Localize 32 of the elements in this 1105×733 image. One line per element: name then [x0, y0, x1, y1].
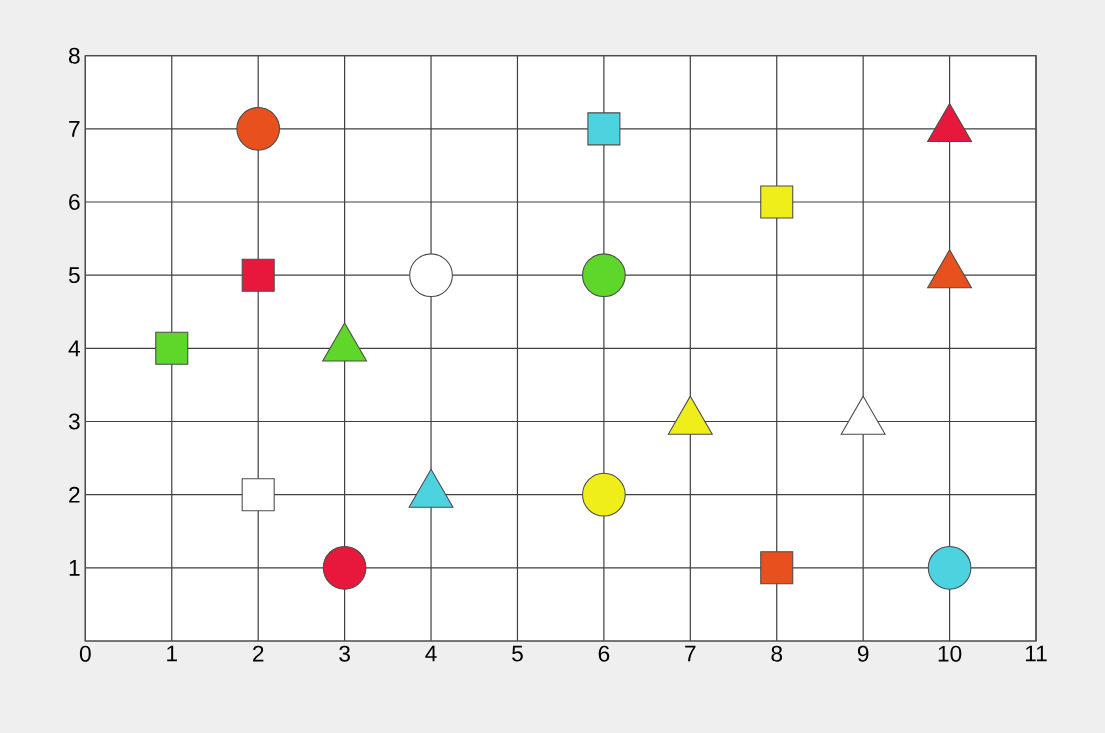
- point: [760, 551, 794, 585]
- x-tick-label: 4: [425, 645, 437, 662]
- point: [241, 258, 275, 292]
- x-tick-label: 2: [253, 645, 264, 662]
- point: [582, 253, 626, 298]
- x-tick-label: 3: [339, 645, 350, 662]
- x-tick-label: 6: [598, 645, 610, 662]
- point: [155, 331, 189, 365]
- point: [322, 545, 367, 590]
- x-tick-label: 5: [512, 645, 523, 662]
- x-tick-label: 1: [167, 645, 177, 662]
- y-tick-label: 7: [69, 121, 80, 137]
- y-tick-label: 3: [68, 413, 80, 430]
- y-tick-label: 1: [69, 560, 80, 576]
- x-tick-label: 7: [685, 645, 696, 662]
- point: [236, 106, 281, 151]
- point: [409, 253, 453, 298]
- x-tick-label: 8: [771, 645, 783, 662]
- y-tick-label: 6: [69, 193, 80, 211]
- point: [241, 478, 275, 512]
- y-tick-label: 5: [68, 267, 80, 284]
- point: [582, 472, 626, 517]
- point: [587, 112, 621, 146]
- y-tick-label: 8: [69, 47, 80, 64]
- x-tick-label: 0: [79, 645, 91, 662]
- y-tick-label: 4: [68, 340, 80, 357]
- x-tick-label: 10: [938, 645, 962, 662]
- x-tick-label: 11: [1025, 645, 1047, 662]
- y-tick-label: 2: [69, 486, 80, 503]
- point: [760, 185, 794, 219]
- point: [927, 545, 972, 590]
- x-tick-label: 9: [857, 645, 869, 662]
